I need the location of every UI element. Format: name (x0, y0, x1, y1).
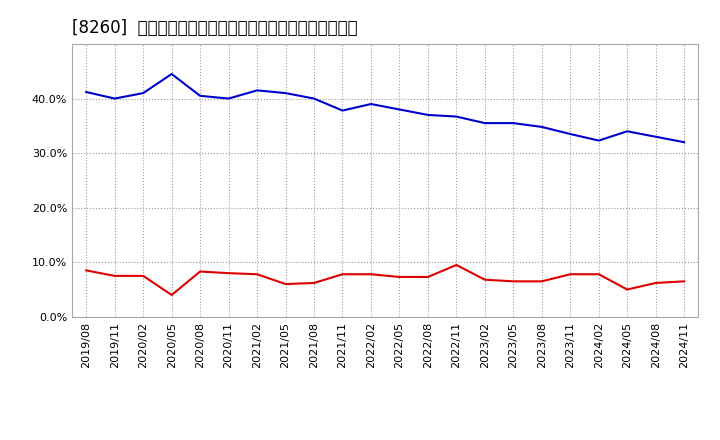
有利子負債 (652, 134, 660, 139)
有利子負債 (366, 101, 375, 106)
現預金 (595, 271, 603, 277)
現預金 (82, 268, 91, 273)
有利子負債 (196, 93, 204, 99)
有利子負債 (566, 132, 575, 137)
有利子負債 (310, 96, 318, 101)
有利子負債 (167, 71, 176, 77)
有利子負債 (623, 128, 631, 134)
有利子負債 (225, 96, 233, 101)
現預金 (338, 271, 347, 277)
現預金 (423, 274, 432, 279)
現預金 (395, 274, 404, 279)
現預金 (139, 273, 148, 279)
現預金 (282, 282, 290, 287)
現預金 (253, 271, 261, 277)
Text: [8260]  現預金、有利子負債の総資産に対する比率の推移: [8260] 現預金、有利子負債の総資産に対する比率の推移 (72, 19, 358, 37)
現預金 (509, 279, 518, 284)
有利子負債 (139, 91, 148, 96)
現預金 (680, 279, 688, 284)
現預金 (480, 277, 489, 282)
有利子負債 (282, 91, 290, 96)
有利子負債 (338, 108, 347, 113)
有利子負債 (509, 121, 518, 126)
Line: 有利子負債: 有利子負債 (86, 74, 684, 142)
有利子負債 (82, 89, 91, 95)
現預金 (652, 280, 660, 286)
現預金 (110, 273, 119, 279)
有利子負債 (110, 96, 119, 101)
現預金 (452, 262, 461, 268)
有利子負債 (595, 138, 603, 143)
現預金 (623, 287, 631, 292)
現預金 (366, 271, 375, 277)
有利子負債 (395, 107, 404, 112)
現預金 (196, 269, 204, 274)
現預金 (310, 280, 318, 286)
現預金 (537, 279, 546, 284)
有利子負債 (680, 139, 688, 145)
Line: 現預金: 現預金 (86, 265, 684, 295)
現預金 (167, 292, 176, 297)
有利子負債 (452, 114, 461, 119)
有利子負債 (423, 112, 432, 117)
現預金 (225, 271, 233, 276)
有利子負債 (253, 88, 261, 93)
現預金 (566, 271, 575, 277)
有利子負債 (537, 124, 546, 129)
有利子負債 (480, 121, 489, 126)
